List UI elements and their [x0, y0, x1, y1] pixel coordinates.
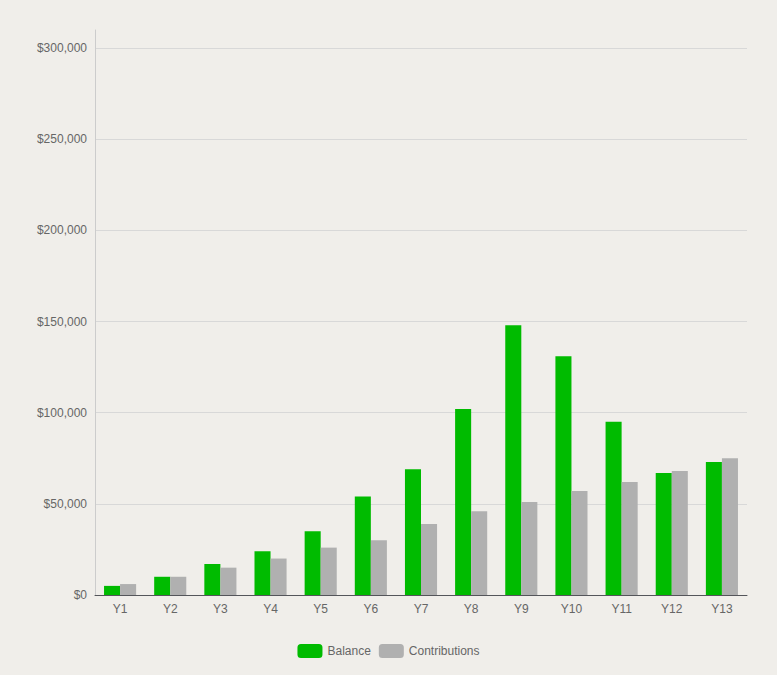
svg-text:Y4: Y4 — [263, 602, 278, 616]
svg-text:Y1: Y1 — [113, 602, 128, 616]
svg-text:$300,000: $300,000 — [37, 41, 87, 55]
svg-text:$250,000: $250,000 — [37, 132, 87, 146]
svg-text:Balance: Balance — [327, 644, 371, 658]
svg-text:Y7: Y7 — [414, 602, 429, 616]
svg-text:Y8: Y8 — [464, 602, 479, 616]
svg-text:Y5: Y5 — [313, 602, 328, 616]
svg-text:$0: $0 — [74, 588, 88, 602]
svg-text:Y13: Y13 — [711, 602, 733, 616]
svg-text:$200,000: $200,000 — [37, 223, 87, 237]
svg-text:$150,000: $150,000 — [37, 315, 87, 329]
svg-text:Contributions: Contributions — [409, 644, 480, 658]
svg-text:$100,000: $100,000 — [37, 406, 87, 420]
svg-text:Y2: Y2 — [163, 602, 178, 616]
svg-text:Y11: Y11 — [611, 602, 632, 616]
svg-text:Y12: Y12 — [661, 602, 683, 616]
svg-text:Y6: Y6 — [364, 602, 379, 616]
svg-text:$50,000: $50,000 — [44, 497, 88, 511]
svg-text:Y9: Y9 — [514, 602, 529, 616]
svg-text:Y3: Y3 — [213, 602, 228, 616]
svg-text:Y10: Y10 — [561, 602, 583, 616]
